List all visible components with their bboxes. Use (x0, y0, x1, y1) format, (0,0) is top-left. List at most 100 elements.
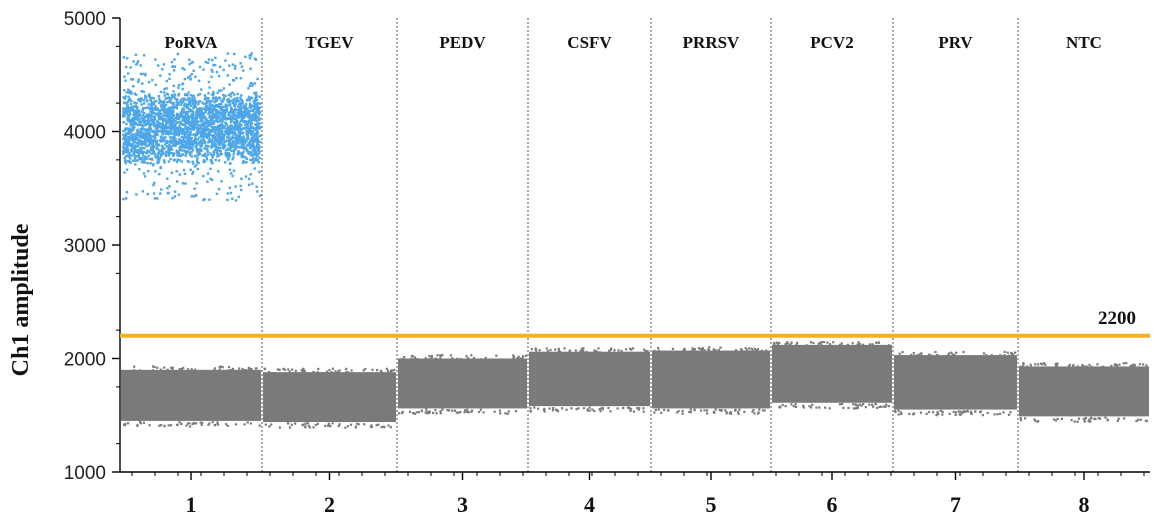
positive-droplet (143, 158, 146, 162)
positive-droplet (237, 139, 240, 143)
positive-droplet (164, 154, 168, 158)
positive-droplet (153, 107, 156, 110)
positive-droplet (192, 162, 195, 165)
positive-droplet (188, 58, 191, 61)
positive-droplet (232, 126, 235, 130)
positive-droplet (137, 154, 140, 158)
negative-droplet (964, 410, 967, 413)
positive-droplet (221, 124, 224, 127)
negative-droplet-band (263, 372, 396, 423)
positive-droplet (170, 171, 174, 174)
positive-droplet (178, 114, 181, 117)
labels: Ch1 amplitude PoRVA1TGEV2PEDV3CSFV4PRRSV… (8, 33, 1102, 517)
positive-droplet (142, 99, 146, 102)
positive-droplet (230, 117, 233, 121)
positive-droplet (213, 143, 217, 146)
positive-droplet (221, 105, 224, 109)
positive-droplet (247, 136, 250, 139)
positive-droplet (206, 107, 210, 110)
positive-droplet (227, 64, 231, 67)
negative-droplet (1002, 411, 1005, 414)
positive-droplet (122, 142, 126, 146)
positive-droplet (197, 114, 201, 117)
negative-droplet (932, 411, 935, 414)
positive-droplet (252, 140, 256, 143)
positive-droplet (158, 173, 161, 176)
positive-droplet (196, 160, 199, 164)
positive-droplet (256, 154, 259, 158)
negative-droplet (331, 367, 335, 370)
positive-droplet (131, 116, 135, 120)
negative-droplet (507, 410, 510, 413)
negative-droplet-band (772, 344, 892, 403)
negative-droplet (436, 354, 439, 357)
well-6-droplets (772, 340, 892, 410)
negative-droplet (434, 408, 437, 412)
positive-droplet (168, 107, 171, 111)
positive-droplet (232, 131, 236, 134)
positive-droplet (163, 94, 166, 97)
positive-droplet (157, 116, 161, 120)
negative-droplet (156, 366, 159, 369)
positive-droplet (221, 113, 225, 117)
positive-droplet (160, 123, 164, 126)
negative-droplet (734, 408, 737, 411)
positive-droplet (125, 65, 128, 69)
negative-droplet (211, 421, 214, 424)
positive-droplet (122, 129, 125, 133)
positive-droplet (207, 110, 211, 113)
positive-droplet (169, 139, 173, 142)
positive-droplet (177, 86, 180, 90)
positive-droplet (247, 98, 250, 101)
positive-droplet (155, 132, 159, 135)
positive-droplet (190, 61, 193, 65)
positive-droplet (240, 177, 243, 180)
negative-droplet (875, 341, 878, 344)
negative-droplet (1019, 416, 1022, 420)
positive-droplet (182, 138, 185, 142)
positive-droplet (163, 108, 166, 111)
positive-droplet (132, 109, 135, 112)
positive-droplet (149, 110, 152, 113)
positive-droplet (206, 141, 210, 144)
negative-droplet (1033, 418, 1036, 421)
positive-droplet (224, 151, 227, 155)
positive-droplet (179, 122, 182, 126)
negative-droplet (248, 367, 251, 370)
positive-droplet (253, 112, 256, 116)
positive-droplet (200, 132, 203, 136)
negative-droplet (463, 411, 466, 414)
negative-droplet (356, 422, 359, 425)
positive-droplet (256, 104, 259, 107)
negative-droplet (249, 422, 252, 425)
positive-droplet (158, 156, 162, 160)
positive-droplet (176, 99, 179, 102)
positive-droplet (190, 72, 193, 76)
positive-droplet (175, 160, 179, 164)
positive-droplet (212, 154, 215, 157)
positive-droplet (212, 127, 215, 131)
positive-droplet (191, 125, 194, 129)
positive-droplet (179, 99, 183, 102)
positive-droplet (247, 116, 250, 119)
positive-droplet (245, 139, 248, 143)
y-tick-label: 2000 (64, 350, 106, 371)
positive-droplet (194, 136, 197, 140)
positive-droplet (151, 139, 154, 142)
positive-droplet (255, 134, 258, 137)
positive-droplet (180, 113, 183, 116)
positive-droplet (132, 60, 135, 63)
positive-droplet (252, 100, 255, 103)
positive-droplet (171, 95, 174, 98)
negative-droplet (1132, 365, 1135, 368)
positive-droplet (240, 124, 243, 127)
positive-droplet (186, 127, 189, 131)
positive-droplet (143, 146, 146, 150)
positive-droplet (143, 175, 147, 178)
positive-droplet (151, 109, 155, 112)
positive-droplet (233, 121, 236, 124)
negative-droplet (689, 408, 692, 411)
negative-droplet (626, 406, 630, 409)
positive-droplet (255, 117, 258, 120)
positive-droplet (239, 113, 242, 116)
